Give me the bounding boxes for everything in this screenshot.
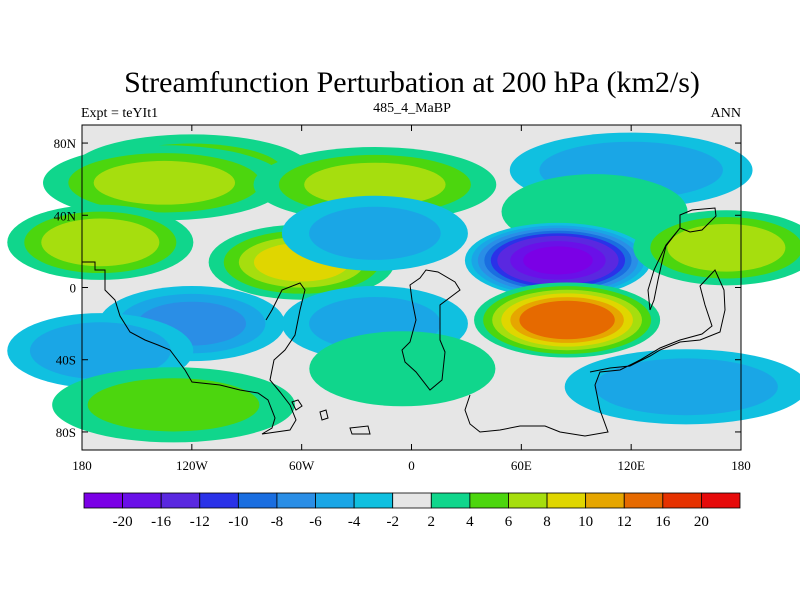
contour-fill	[7, 132, 800, 443]
contour-level-south-east-negative-1	[594, 358, 778, 416]
coastline-antarctic-islands	[291, 399, 371, 435]
colorbar-box-1	[122, 492, 162, 509]
colorbar-label-4: -8	[271, 514, 284, 530]
colorbar-label-15: 20	[694, 514, 709, 530]
colorbar-box-3	[199, 492, 239, 509]
coastline-australia	[464, 269, 726, 437]
contour-level-tropical-pacific-positive-west-2	[41, 218, 160, 267]
field-feature-south-positive-patch	[52, 367, 295, 443]
x-tick-label-5: 120E	[617, 458, 645, 473]
field-feature-north-atlantic-positive	[253, 147, 497, 223]
coastlines	[82, 207, 726, 437]
colorbar-label-5: -6	[309, 514, 322, 530]
field-feature-tropical-pacific-positive-west	[7, 204, 194, 280]
subtitle-season: ANN	[711, 106, 741, 121]
colorbar-box-10	[469, 492, 509, 509]
contour-level-pacific-negative-band-1	[309, 206, 441, 260]
y-tick-label-2: 0	[70, 281, 77, 296]
colorbar-label-7: -2	[386, 514, 399, 530]
colorbar-label-6: -4	[348, 514, 361, 530]
colorbar-label-10: 6	[505, 514, 513, 530]
coastline-asia	[647, 207, 717, 311]
field-feature-south-east-negative	[564, 349, 800, 425]
field-feature-south-positive-mid	[309, 331, 496, 407]
subtitle-case: 485_4_MaBP	[373, 101, 451, 116]
x-tick-label-0: 180	[72, 458, 92, 473]
subtitle-experiment: Expt = teYIt1	[81, 106, 158, 121]
y-tick-label-0: 80N	[54, 136, 77, 151]
chart-title: Streamfunction Perturbation at 200 hPa (…	[124, 66, 700, 99]
colorbar-box-4	[237, 492, 278, 509]
colorbar-label-0: -20	[113, 514, 133, 530]
x-tick-label-4: 60E	[511, 458, 532, 473]
colorbar-box-7	[353, 492, 394, 509]
colorbar-label-14: 16	[655, 514, 671, 530]
colorbar-box-11	[508, 492, 548, 509]
colorbar-box-9	[430, 492, 471, 509]
contour-level-north-atlantic-positive-2	[304, 162, 446, 207]
colorbar-label-8: 2	[428, 514, 436, 530]
contour-level-tropical-pacific-positive-east-2	[667, 223, 786, 272]
colorbar-box-12	[546, 492, 587, 509]
field-feature-pacific-negative-band	[281, 195, 468, 271]
contour-level-south-indian-positive-anticyclone-5	[519, 300, 615, 340]
colorbar-label-3: -10	[228, 514, 248, 530]
contour-level-south-positive-mid-0	[309, 331, 496, 407]
field-feature-tropical-pacific-positive-east	[633, 210, 800, 286]
colorbar-box-6	[315, 492, 355, 509]
plot-area: 80N 40N 0 40S 80S 180 120W 60W 0 60E 120E 180	[7, 124, 800, 473]
colorbar-box-5	[276, 492, 316, 509]
contour-level-south-negative-west-1	[29, 322, 171, 380]
coastline-americas	[82, 261, 306, 435]
y-tick-label-1: 40N	[54, 208, 77, 223]
colorbar-box-14	[623, 492, 664, 509]
colorbar-label-13: 12	[617, 514, 632, 530]
coastline-africa	[401, 269, 461, 391]
x-tick-label-2: 60W	[289, 458, 315, 473]
colorbar-box-8	[392, 492, 432, 509]
colorbar-label-9: 4	[466, 514, 474, 530]
colorbar-label-1: -16	[151, 514, 171, 530]
y-tick-label-3: 40S	[56, 353, 76, 368]
x-tick-label-3: 0	[408, 458, 415, 473]
colorbar-box-0	[83, 492, 123, 509]
contour-level-asian-negative-cyclone-7	[523, 246, 593, 275]
field-feature-south-indian-positive-anticyclone	[474, 282, 661, 358]
contour-level-south-positive-patch-1	[87, 378, 260, 432]
y-tick-label-4: 80S	[56, 425, 76, 440]
colorbar-label-2: -12	[190, 514, 210, 530]
colorbar-box-16	[701, 492, 741, 509]
contour-level-north-pacific-center-2	[93, 160, 236, 205]
colorbar-box-13	[585, 492, 625, 509]
colorbar-label-12: 10	[578, 514, 593, 530]
field-feature-asian-negative-cyclone	[464, 222, 651, 298]
colorbar-box-2	[160, 492, 201, 509]
x-tick-label-1: 120W	[176, 458, 209, 473]
x-tick-label-6: 180	[731, 458, 751, 473]
x-axis: 180 120W 60W 0 60E 120E 180	[72, 125, 751, 473]
colorbar-box-15	[662, 492, 702, 509]
colorbar: -20 -16 -12 -10 -8 -6 -4 -2 2 4 6 8 10 12 16 20	[83, 492, 741, 530]
field-feature-north-pacific-center	[43, 145, 286, 221]
colorbar-label-11: 8	[543, 514, 551, 530]
y-axis: 80N 40N 0 40S 80S	[54, 136, 741, 440]
